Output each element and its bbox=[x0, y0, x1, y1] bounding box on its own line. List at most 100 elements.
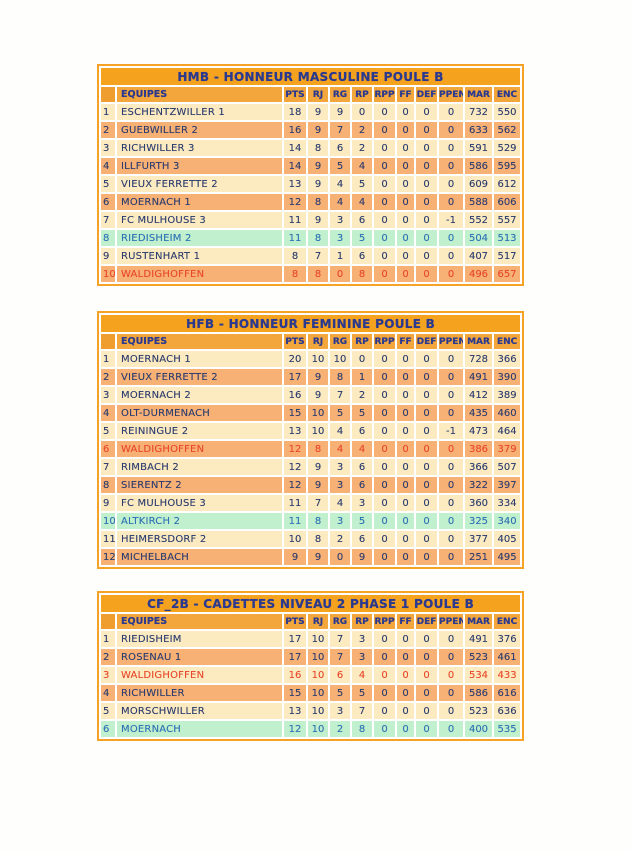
stat-ff: 0 bbox=[397, 441, 414, 457]
team-name: WALDIGHOFFEN bbox=[117, 667, 282, 683]
stat-pts: 16 bbox=[284, 387, 306, 403]
stat-def: 0 bbox=[416, 405, 437, 421]
stat-def: 0 bbox=[416, 369, 437, 385]
column-header-row: EQUIPES PTS RJ RG RP RPP FF DEF PPEN MAR ENC bbox=[101, 87, 521, 102]
stat-pts: 17 bbox=[284, 369, 306, 385]
column-header-enc: ENC bbox=[494, 614, 521, 629]
stat-mar: 400 bbox=[465, 721, 492, 737]
stat-mar: 588 bbox=[465, 194, 492, 210]
stat-mar: 377 bbox=[465, 531, 492, 547]
stat-pts: 11 bbox=[284, 212, 306, 228]
stat-enc: 616 bbox=[494, 685, 521, 701]
team-row: 4 RICHWILLER 15 10 5 5 0 0 0 0 586 616 bbox=[101, 685, 521, 701]
rank-cell: 9 bbox=[101, 495, 115, 511]
stat-mar: 473 bbox=[465, 423, 492, 439]
stat-mar: 386 bbox=[465, 441, 492, 457]
rank-cell: 3 bbox=[101, 667, 115, 683]
stat-enc: 557 bbox=[494, 212, 521, 228]
stat-def: 0 bbox=[416, 194, 437, 210]
stat-pts: 12 bbox=[284, 477, 306, 493]
team-name: ALTKIRCH 2 bbox=[117, 513, 282, 529]
column-header-def: DEF bbox=[416, 87, 437, 102]
stat-rp: 4 bbox=[352, 158, 372, 174]
team-row: 12 MICHELBACH 9 9 0 9 0 0 0 0 251 495 bbox=[101, 549, 521, 565]
stat-rp: 2 bbox=[352, 122, 372, 138]
team-row: 1 RIEDISHEIM 17 10 7 3 0 0 0 0 491 376 bbox=[101, 631, 521, 647]
stat-ff: 0 bbox=[397, 176, 414, 192]
stat-rg: 3 bbox=[330, 459, 350, 475]
stat-rp: 2 bbox=[352, 387, 372, 403]
stat-rpp: 0 bbox=[374, 667, 395, 683]
stat-rg: 3 bbox=[330, 513, 350, 529]
team-row: 10 WALDIGHOFFEN 8 8 0 8 0 0 0 0 496 657 bbox=[101, 266, 521, 282]
stat-ppen: 0 bbox=[439, 230, 463, 246]
stat-rg: 4 bbox=[330, 194, 350, 210]
stat-rj: 10 bbox=[308, 721, 328, 737]
stat-rp: 4 bbox=[352, 667, 372, 683]
column-header-def: DEF bbox=[416, 614, 437, 629]
stat-enc: 376 bbox=[494, 631, 521, 647]
stat-def: 0 bbox=[416, 423, 437, 439]
stat-rj: 10 bbox=[308, 667, 328, 683]
stat-mar: 251 bbox=[465, 549, 492, 565]
stat-ppen: -1 bbox=[439, 212, 463, 228]
stat-rg: 8 bbox=[330, 369, 350, 385]
team-row: 2 ROSENAU 1 17 10 7 3 0 0 0 0 523 461 bbox=[101, 649, 521, 665]
title-row: CF_2B - CADETTES NIVEAU 2 PHASE 1 POULE … bbox=[101, 595, 521, 612]
corner-cell bbox=[101, 334, 115, 349]
column-header-rpp: RPP bbox=[374, 87, 395, 102]
stat-rp: 5 bbox=[352, 685, 372, 701]
stat-rj: 10 bbox=[308, 423, 328, 439]
stat-pts: 14 bbox=[284, 140, 306, 156]
stat-ff: 0 bbox=[397, 513, 414, 529]
team-name: VIEUX FERRETTE 2 bbox=[117, 176, 282, 192]
stat-mar: 609 bbox=[465, 176, 492, 192]
stat-rg: 7 bbox=[330, 387, 350, 403]
stat-ppen: 0 bbox=[439, 531, 463, 547]
stat-rp: 2 bbox=[352, 140, 372, 156]
stat-rpp: 0 bbox=[374, 369, 395, 385]
stat-mar: 504 bbox=[465, 230, 492, 246]
team-row: 11 HEIMERSDORF 2 10 8 2 6 0 0 0 0 377 405 bbox=[101, 531, 521, 547]
stat-rj: 8 bbox=[308, 513, 328, 529]
stat-rpp: 0 bbox=[374, 423, 395, 439]
table-title: CF_2B - CADETTES NIVEAU 2 PHASE 1 POULE … bbox=[101, 595, 521, 612]
column-header-pts: PTS bbox=[284, 87, 306, 102]
stat-pts: 8 bbox=[284, 248, 306, 264]
team-row: 10 ALTKIRCH 2 11 8 3 5 0 0 0 0 325 340 bbox=[101, 513, 521, 529]
stat-rpp: 0 bbox=[374, 649, 395, 665]
stat-rpp: 0 bbox=[374, 248, 395, 264]
table-title: HMB - HONNEUR MASCULINE POULE B bbox=[101, 68, 521, 85]
stat-enc: 464 bbox=[494, 423, 521, 439]
stat-mar: 491 bbox=[465, 631, 492, 647]
stat-pts: 14 bbox=[284, 158, 306, 174]
team-row: 2 GUEBWILLER 2 16 9 7 2 0 0 0 0 633 562 bbox=[101, 122, 521, 138]
title-row: HMB - HONNEUR MASCULINE POULE B bbox=[101, 68, 521, 85]
stat-ff: 0 bbox=[397, 266, 414, 282]
stat-enc: 507 bbox=[494, 459, 521, 475]
column-header-pts: PTS bbox=[284, 614, 306, 629]
team-name: WALDIGHOFFEN bbox=[117, 266, 282, 282]
column-header-equipes: EQUIPES bbox=[117, 87, 282, 102]
stat-enc: 657 bbox=[494, 266, 521, 282]
column-header-rg: RG bbox=[330, 334, 350, 349]
rank-cell: 4 bbox=[101, 405, 115, 421]
stat-rp: 3 bbox=[352, 631, 372, 647]
team-row: 5 REININGUE 2 13 10 4 6 0 0 0 -1 473 464 bbox=[101, 423, 521, 439]
team-name: MORSCHWILLER bbox=[117, 703, 282, 719]
stat-enc: 517 bbox=[494, 248, 521, 264]
stat-rj: 9 bbox=[308, 212, 328, 228]
stat-ppen: 0 bbox=[439, 495, 463, 511]
standings-grid: CF_2B - CADETTES NIVEAU 2 PHASE 1 POULE … bbox=[99, 593, 522, 739]
column-header-rp: RP bbox=[352, 334, 372, 349]
stat-ppen: 0 bbox=[439, 248, 463, 264]
stat-enc: 529 bbox=[494, 140, 521, 156]
stat-def: 0 bbox=[416, 549, 437, 565]
stat-rg: 7 bbox=[330, 649, 350, 665]
stat-ppen: 0 bbox=[439, 513, 463, 529]
team-row: 1 ESCHENTZWILLER 1 18 9 9 0 0 0 0 0 732 550 bbox=[101, 104, 521, 120]
stat-rp: 6 bbox=[352, 212, 372, 228]
stat-def: 0 bbox=[416, 685, 437, 701]
stat-pts: 11 bbox=[284, 513, 306, 529]
stat-enc: 612 bbox=[494, 176, 521, 192]
